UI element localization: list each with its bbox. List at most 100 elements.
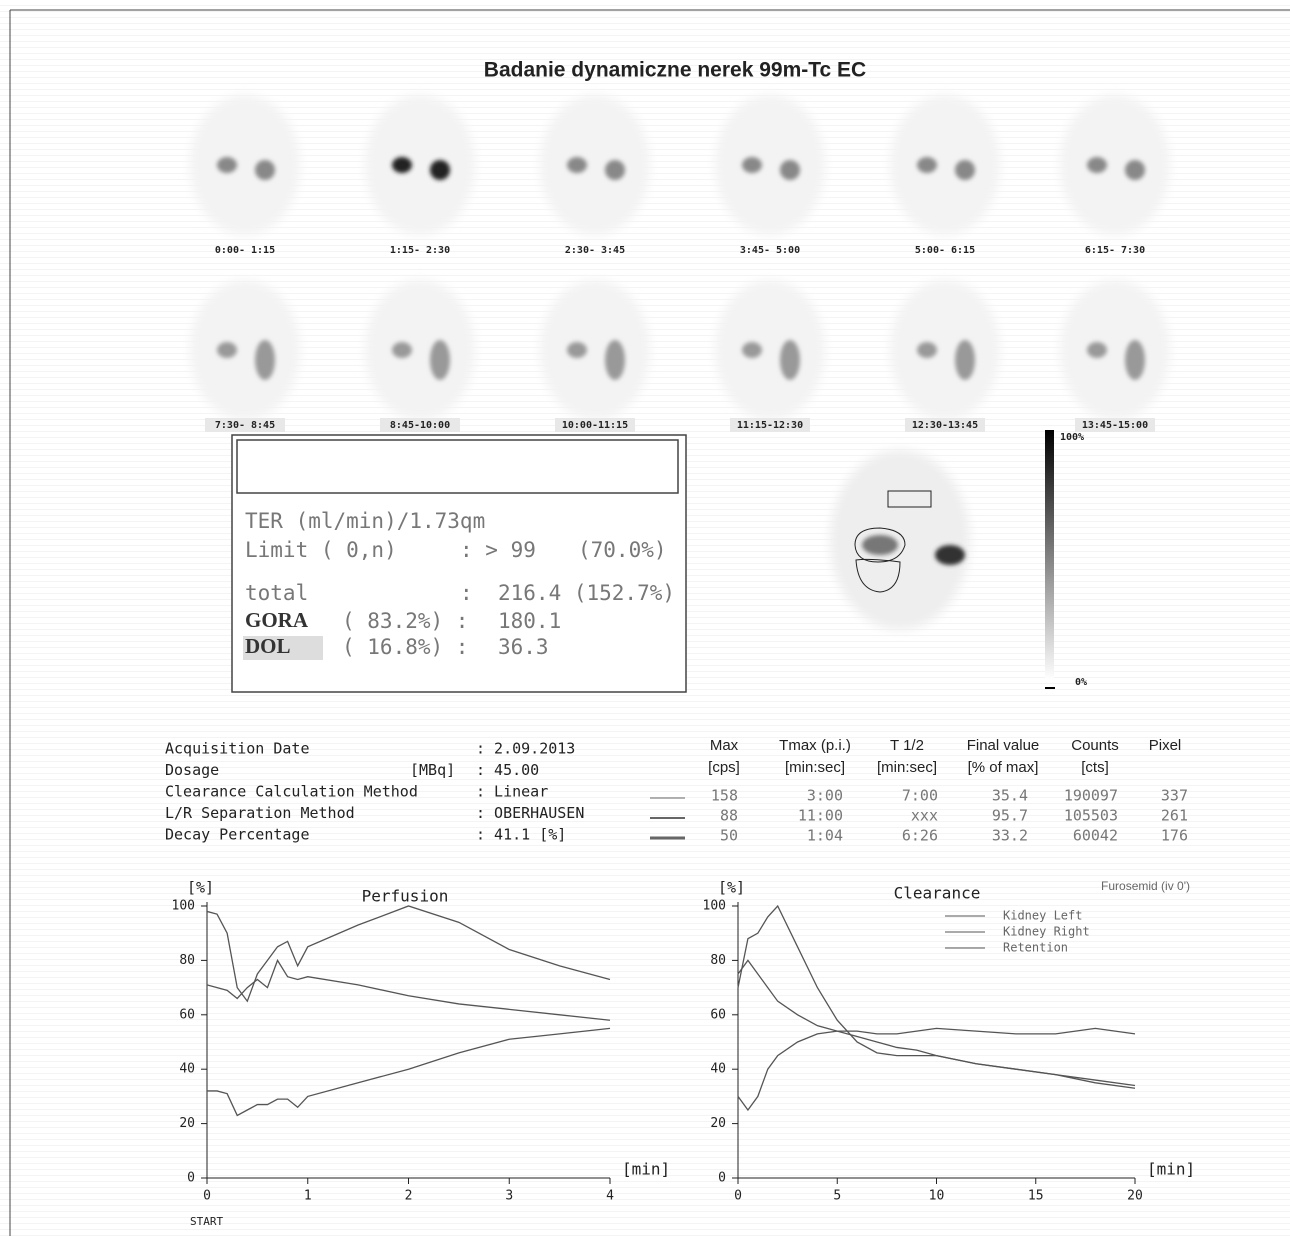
table-header: [cps] (708, 759, 740, 776)
frame-body (1060, 95, 1170, 235)
y-tick-label: 80 (710, 953, 726, 968)
table-header: [cts] (1081, 759, 1109, 776)
x-tick-label: 15 (1028, 1189, 1044, 1204)
y-label: [%] (187, 879, 214, 897)
table-header: T 1/2 (890, 737, 924, 754)
x-tick-label: 3 (505, 1189, 513, 1204)
kidney (605, 340, 625, 380)
frame-body (190, 95, 300, 235)
ter-cell: : > 99 (460, 538, 536, 562)
acquisition: Acquisition Date: 2.09.2013Dosage[MBq]: … (165, 740, 584, 844)
kidney (255, 340, 275, 380)
kidney (255, 160, 275, 180)
colorbar (1045, 430, 1054, 680)
table-cell: 190097 (1064, 787, 1118, 805)
frame-label: 10:00-11:15 (562, 420, 628, 431)
acq-label: L/R Separation Method (165, 804, 355, 822)
frame-label: 1:15- 2:30 (390, 245, 450, 256)
kidney (1125, 340, 1145, 380)
table-cell: 337 (1161, 787, 1188, 805)
y-tick-label: 100 (703, 899, 726, 914)
table-header: Tmax (p.i.) (779, 737, 851, 754)
ter-cell: DOL (245, 634, 291, 658)
kidney (917, 157, 937, 173)
table-header: Final value (967, 737, 1040, 754)
table-header: [% of max] (968, 759, 1039, 776)
frame-label: 6:15- 7:30 (1085, 245, 1145, 256)
series-line (738, 1028, 1135, 1110)
legend-label: Retention (1003, 941, 1068, 955)
table-cell: 158 (711, 787, 738, 805)
frame-body (540, 95, 650, 235)
kidney (780, 340, 800, 380)
annotation: Furosemid (iv 0') (1101, 879, 1190, 893)
frame-label: 3:45- 5:00 (740, 245, 800, 256)
series-line (738, 960, 1135, 1088)
y-tick-label: 60 (710, 1007, 726, 1022)
kidney (935, 545, 965, 565)
frame-body (715, 95, 825, 235)
title: Badanie dynamiczne nerek 99m-Tc EC (484, 59, 866, 82)
ter-cell: 216.4 (152.7%) (498, 581, 675, 605)
ter-cell: 36.3 (498, 635, 549, 659)
table-cell: xxx (911, 807, 938, 825)
y-tick-label: 60 (179, 1007, 195, 1022)
acq-value: : 45.00 (476, 761, 539, 779)
colorbar-top: 100% (1060, 432, 1084, 443)
x-tick-label: 0 (203, 1189, 211, 1204)
x-tick-label: 10 (929, 1189, 945, 1204)
x-tick-label: 2 (405, 1189, 413, 1204)
table-header: Max (710, 737, 739, 754)
acq-value: : OBERHAUSEN (476, 804, 584, 822)
table-cell: 60042 (1073, 827, 1118, 845)
table-cell: 33.2 (992, 827, 1028, 845)
y-tick-label: 20 (179, 1116, 195, 1131)
table-cell: 176 (1161, 827, 1188, 845)
ter-cell: ( 16.8%) : (342, 635, 468, 659)
series-line (207, 960, 610, 1020)
frame-body (1060, 280, 1170, 420)
ter-cell: Limit ( 0,n) (245, 538, 397, 562)
kidney (1087, 157, 1107, 173)
frame-body (890, 280, 1000, 420)
kidney (1125, 160, 1145, 180)
kidney (955, 160, 975, 180)
frame-label: 2:30- 3:45 (565, 245, 625, 256)
acq-label: Decay Percentage (165, 826, 310, 844)
ter-cell: 180.1 (498, 609, 561, 633)
image-bg (830, 450, 970, 630)
frame-body (715, 280, 825, 420)
frame-label: 12:30-13:45 (912, 420, 978, 431)
kidney (955, 340, 975, 380)
table-cell: 50 (720, 827, 738, 845)
kidney (742, 157, 762, 173)
y-tick-label: 0 (718, 1171, 726, 1186)
x-label: [min] (1147, 1160, 1195, 1179)
ter-cell: ( 83.2%) : (342, 609, 468, 633)
kidney (392, 157, 412, 173)
ter-cell: GORA (245, 608, 309, 632)
series-line (207, 1028, 610, 1115)
x-tick-label: 0 (734, 1189, 742, 1204)
y-tick-label: 0 (187, 1171, 195, 1186)
acq-value: : 41.1 [%] (476, 826, 566, 844)
acq-label: Clearance Calculation Method (165, 783, 418, 801)
frame-label: 8:45-10:00 (390, 420, 450, 431)
table-cell: 88 (720, 807, 738, 825)
kidney (430, 340, 450, 380)
acq-unit: [MBq] (410, 761, 455, 779)
results-table: Max[cps]Tmax (p.i.)[min:sec]T 1/2[min:se… (650, 737, 1188, 845)
table-header: [min:sec] (877, 759, 937, 776)
kidney (567, 342, 587, 358)
acq-label: Acquisition Date (165, 740, 310, 758)
table-cell: 6:26 (902, 827, 938, 845)
table-header: Pixel (1149, 737, 1182, 754)
colorbar-bottom: 0% (1075, 677, 1087, 688)
y-label: [%] (718, 879, 745, 897)
kidney (430, 160, 450, 180)
table-cell: 3:00 (807, 787, 843, 805)
acq-value: : 2.09.2013 (476, 740, 575, 758)
y-tick-label: 100 (172, 899, 195, 914)
